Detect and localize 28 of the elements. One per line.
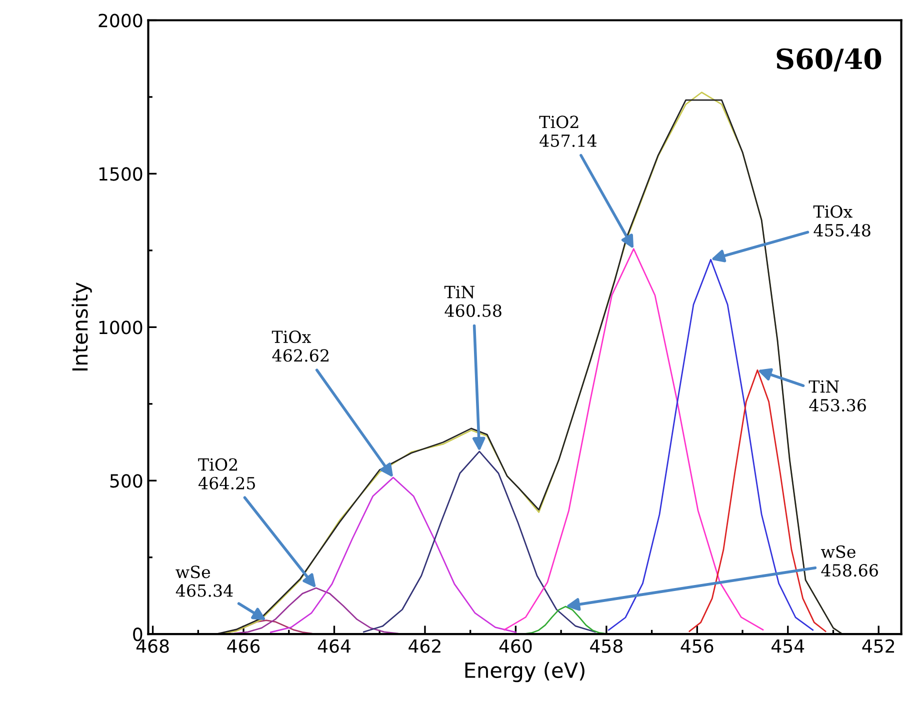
x-tick-label: 460 [499,639,532,653]
line-series [234,587,398,634]
y-tick-label: 500 [110,474,142,488]
annotation: TiN 453.36 [808,380,866,412]
x-axis-title: Energy (eV) [465,662,584,682]
y-tick-label: 2000 [98,14,142,28]
annotation: wSe 465.34 [176,566,233,597]
text: S60/40 [776,48,882,72]
x-tick-label: 466 [227,639,260,653]
line-series [363,450,596,633]
y-tick-label: 1000 [99,320,142,334]
y-axis-title: Intensity [72,282,92,370]
x-tick-label: 454 [772,639,804,653]
x-tick-label: 452 [862,639,894,653]
x-tick-label: 464 [318,639,350,653]
annotation: TiOx 462.62 [272,330,328,362]
y-tick-label: 0 [133,628,142,642]
annotation: TiOx 455.48 [813,205,870,237]
annotation: TiO2 457.14 [539,116,597,147]
annotation: TiO2 464.25 [198,458,255,490]
line-series [270,476,516,633]
x-tick-label: 468 [136,639,169,653]
y-tick-label: 1500 [99,167,142,181]
x-tick-label: 462 [408,639,440,653]
x-tick-label: 456 [680,639,714,653]
annotation: TiN 460.58 [444,286,502,317]
x-tick-label: 458 [590,639,622,653]
annotation: wSe 458.66 [820,545,878,577]
